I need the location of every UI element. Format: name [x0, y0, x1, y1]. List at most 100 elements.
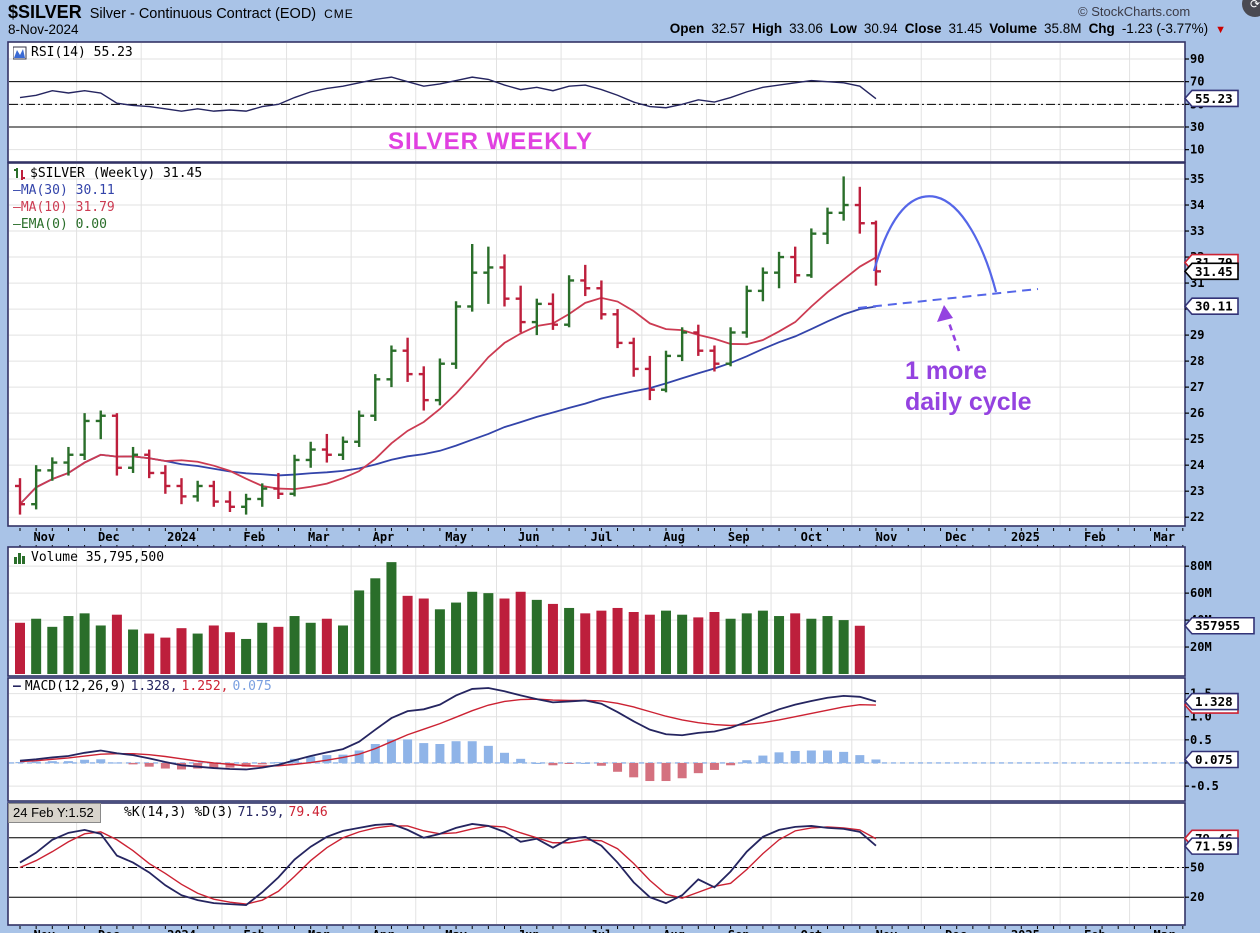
macd-histogram [15, 739, 881, 782]
macd-value-3: 0.075 [232, 679, 272, 694]
close-value: 31.45 [948, 21, 983, 36]
svg-text:May: May [445, 530, 467, 544]
svg-text:2025: 2025 [1011, 928, 1040, 933]
rsi-callout: 55.23 [1183, 89, 1239, 108]
open-value: 32.57 [711, 21, 746, 36]
svg-text:Sep: Sep [728, 928, 750, 933]
svg-text:Feb: Feb [1084, 928, 1106, 933]
chg-value: -1.23 (-3.77%) [1121, 21, 1209, 36]
svg-text:35: 35 [1190, 172, 1204, 186]
refresh-icon[interactable]: ⟳ [1242, 0, 1260, 17]
macd-line-icon: — [13, 679, 21, 694]
close-label: Close [904, 21, 942, 36]
chg-dropdown-icon[interactable]: ▼ [1215, 24, 1226, 36]
price-legend-title: $SILVER (Weekly) 31.45 [30, 166, 203, 181]
svg-text:26: 26 [1190, 406, 1204, 420]
svg-text:33: 33 [1190, 224, 1204, 238]
svg-text:27: 27 [1190, 380, 1204, 394]
volume-legend: Volume 35,795,500 [13, 550, 164, 565]
chart-watermark: SILVER WEEKLY [388, 128, 594, 155]
macd-panel [7, 677, 1186, 802]
rsi-legend-text: RSI(14) 55.23 [31, 45, 133, 60]
svg-text:Jul: Jul [591, 928, 613, 933]
svg-text:30: 30 [1190, 120, 1204, 134]
svg-text:22: 22 [1190, 510, 1204, 524]
svg-text:71.59: 71.59 [1195, 839, 1233, 854]
svg-text:Apr: Apr [373, 928, 395, 933]
ohlc-bars-icon [13, 167, 26, 181]
ma10-legend: —MA(10) 31.79 [13, 200, 115, 215]
svg-text:55.23: 55.23 [1195, 91, 1233, 106]
svg-text:31.45: 31.45 [1195, 264, 1233, 279]
stoch-panel [7, 802, 1186, 926]
svg-text:2024: 2024 [167, 530, 196, 544]
rsi-indicator-icon [13, 46, 27, 60]
svg-text:Mar: Mar [1153, 530, 1175, 544]
price-panel [7, 162, 1186, 527]
svg-text:Mar: Mar [308, 530, 330, 544]
macd-value-2: 1.252, [181, 679, 229, 694]
svg-text:1.328: 1.328 [1195, 694, 1233, 709]
svg-text:Oct: Oct [801, 928, 823, 933]
cycle-annotation-line1: 1 more [905, 357, 987, 385]
low-value: 30.94 [863, 21, 898, 36]
exchange: CME [324, 7, 354, 21]
svg-text:28: 28 [1190, 354, 1204, 368]
high-value: 33.06 [789, 21, 823, 36]
stockcharts-credit: © StockCharts.com [1078, 4, 1191, 19]
svg-text:Dec: Dec [945, 928, 967, 933]
svg-text:Dec: Dec [945, 530, 967, 544]
svg-text:80M: 80M [1190, 559, 1212, 573]
svg-text:Jun: Jun [518, 530, 540, 544]
macd-line [19, 687, 877, 771]
svg-text:0.075: 0.075 [1195, 752, 1233, 767]
cycle-annotation-text: 1 more daily cycle [905, 356, 1031, 418]
volume-value: 35.8M [1044, 21, 1082, 36]
svg-text:2024: 2024 [167, 928, 196, 933]
ohlc-quote-bar: Open 32.57 High 33.06 Low 30.94 Close 31… [670, 21, 1226, 36]
svg-text:Nov: Nov [876, 530, 898, 544]
svg-text:34: 34 [1190, 198, 1204, 212]
chg-label: Chg [1088, 21, 1115, 36]
open-label: Open [669, 21, 705, 36]
svg-text:30.11: 30.11 [1195, 299, 1233, 314]
volume-bars [15, 562, 865, 674]
ohlc-bars [15, 176, 881, 515]
svg-text:25: 25 [1190, 432, 1204, 446]
svg-text:Feb: Feb [243, 530, 265, 544]
svg-text:Mar: Mar [1153, 928, 1175, 933]
svg-text:23: 23 [1190, 484, 1204, 498]
svg-text:-0.5: -0.5 [1190, 779, 1219, 793]
svg-text:90: 90 [1190, 52, 1204, 66]
stoch-k-line [19, 823, 877, 907]
cycle-annotation-line2: daily cycle [905, 388, 1032, 416]
svg-text:Dec: Dec [98, 928, 120, 933]
price-legend: $SILVER (Weekly) 31.45 —MA(30) 30.11 —MA… [13, 165, 202, 233]
ma10-line [19, 256, 877, 505]
rsi-panel [7, 41, 1186, 163]
stoch-callouts: 79.4671.59 [1183, 829, 1239, 855]
svg-text:24: 24 [1190, 458, 1204, 472]
rsi-line [19, 76, 877, 112]
svg-text:Sep: Sep [728, 530, 750, 544]
stoch-d-line [19, 825, 877, 905]
volume-bars-icon [13, 551, 27, 565]
cycle-annotation [857, 195, 1039, 352]
macd-value-1: 1.328, [130, 679, 178, 694]
svg-text:May: May [445, 928, 467, 933]
svg-text:Nov: Nov [876, 928, 898, 933]
stoch-legend: %K(14,3) %D(3) 71.59, 79.46 [124, 805, 328, 820]
svg-text:20M: 20M [1190, 640, 1212, 654]
svg-text:Oct: Oct [801, 530, 823, 544]
stoch-legend-label: %K(14,3) %D(3) [124, 805, 234, 820]
svg-text:Feb: Feb [1084, 530, 1106, 544]
svg-text:Dec: Dec [98, 530, 120, 544]
svg-text:2025: 2025 [1011, 530, 1040, 544]
svg-text:Mar: Mar [308, 928, 330, 933]
macd-legend: — MACD(12,26,9) 1.328, 1.252, 0.075 [13, 679, 272, 694]
high-label: High [752, 21, 783, 36]
svg-text:60M: 60M [1190, 586, 1212, 600]
